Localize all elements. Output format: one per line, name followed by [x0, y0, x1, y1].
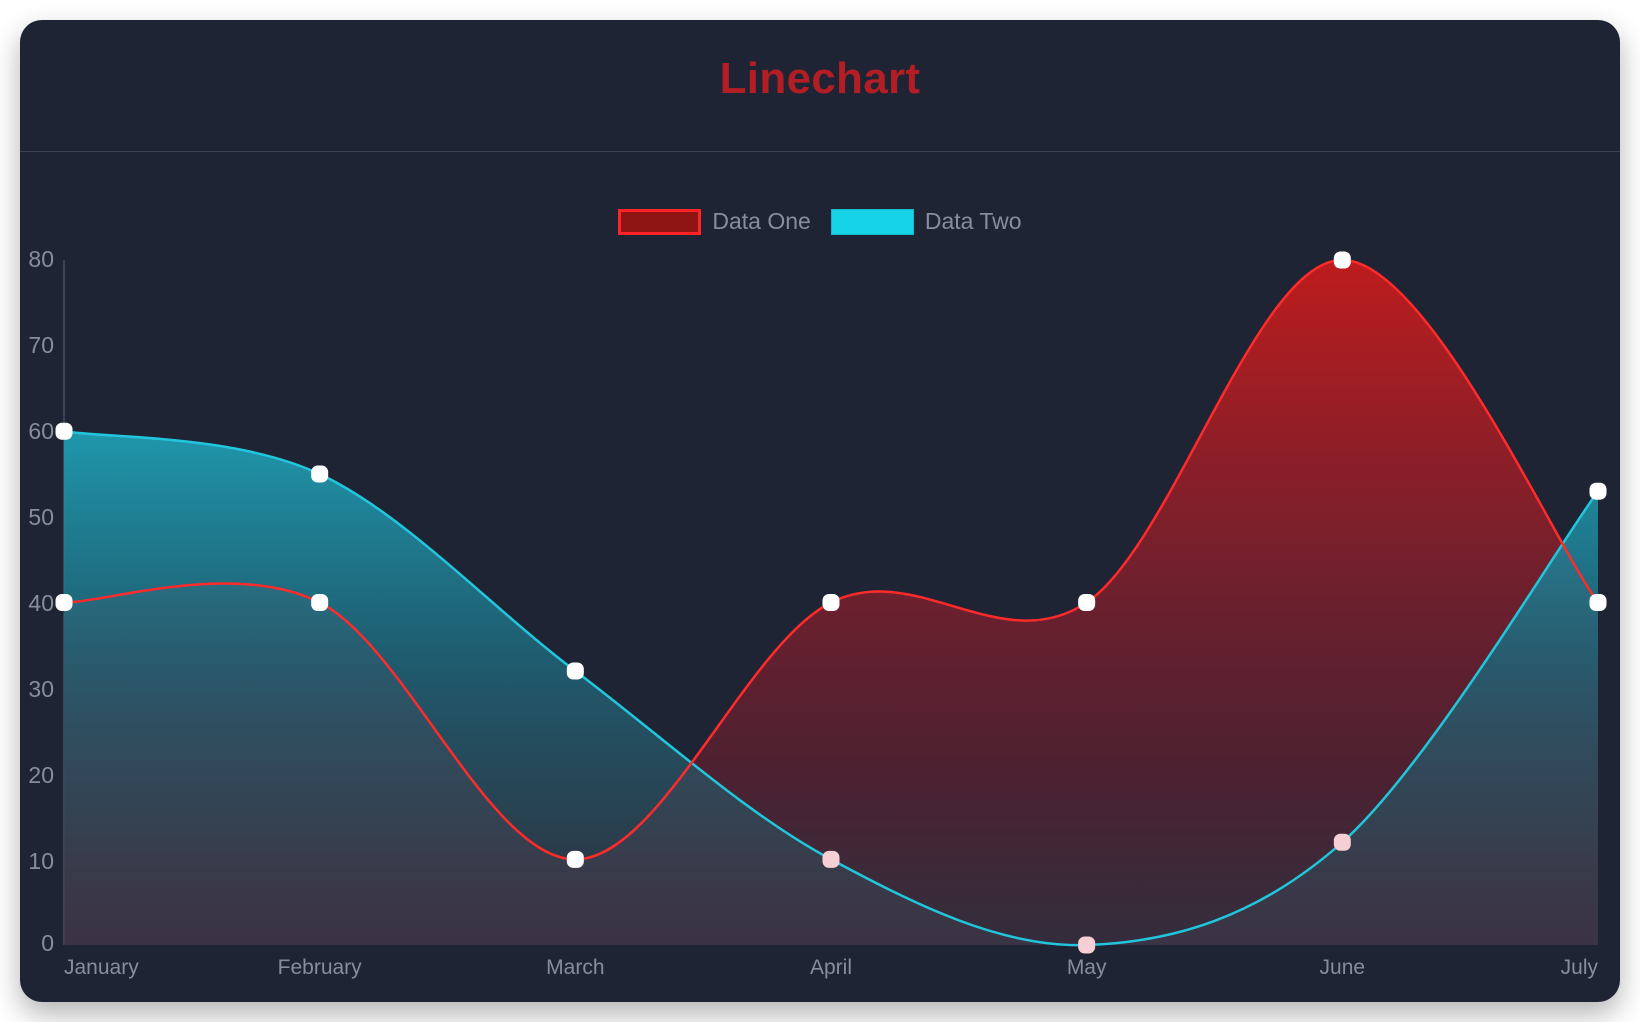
svg-text:20: 20	[28, 762, 54, 788]
svg-text:80: 80	[28, 246, 54, 272]
svg-text:30: 30	[28, 676, 54, 702]
svg-text:60: 60	[28, 418, 54, 444]
svg-text:40: 40	[28, 590, 54, 616]
svg-text:10: 10	[28, 848, 54, 874]
svg-text:0: 0	[41, 930, 54, 956]
svg-text:50: 50	[28, 504, 54, 530]
svg-text:70: 70	[28, 332, 54, 358]
